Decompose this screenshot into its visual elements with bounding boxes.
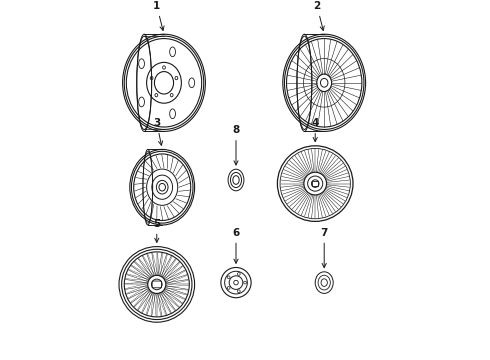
Text: 8: 8 xyxy=(232,125,240,165)
Text: 4: 4 xyxy=(312,118,319,141)
Bar xyxy=(312,181,318,186)
Text: 5: 5 xyxy=(153,219,160,242)
Text: 2: 2 xyxy=(314,1,324,31)
Text: 6: 6 xyxy=(232,228,240,263)
Text: 1: 1 xyxy=(153,1,164,31)
Text: 7: 7 xyxy=(320,228,328,267)
Text: 3: 3 xyxy=(153,118,163,145)
